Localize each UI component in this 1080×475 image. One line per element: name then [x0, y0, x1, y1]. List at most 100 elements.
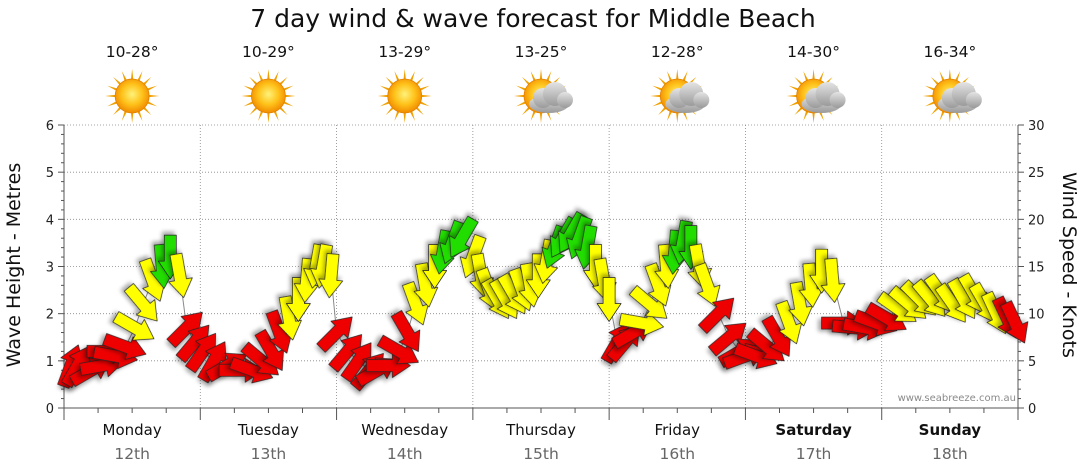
temperature-label: 14-30°: [787, 43, 840, 61]
sun-ray: [652, 85, 664, 92]
day-date-label: 16th: [659, 445, 695, 463]
sun-ray: [258, 110, 264, 121]
cloud-part: [829, 92, 846, 108]
sun-ray: [786, 94, 798, 98]
sun-ray: [379, 100, 391, 107]
sun-ray: [682, 71, 688, 82]
sun-ray: [130, 69, 134, 81]
sun-ray: [415, 106, 424, 116]
cloud-part: [693, 92, 710, 108]
wind-arrow: [413, 262, 439, 308]
sun-ray: [249, 76, 259, 86]
wind-arrow: [112, 311, 155, 341]
sun-ray: [146, 100, 158, 107]
wind-arrow: [316, 316, 353, 353]
sun-ray: [530, 71, 537, 82]
sun-ray: [924, 85, 936, 92]
sun-ray: [403, 69, 406, 81]
partly-cloudy-icon: [650, 69, 710, 123]
sun-ray: [130, 111, 134, 123]
temperature-label: 10-28°: [106, 43, 159, 61]
sun-ray: [148, 94, 160, 98]
sun-ray: [420, 94, 432, 98]
sun-ray: [377, 94, 389, 98]
day-date-label: 15th: [523, 445, 559, 463]
sun-ray: [924, 100, 936, 107]
sun-ray: [794, 76, 804, 86]
temperature-label: 12-28°: [651, 43, 704, 61]
wind-arrow: [390, 310, 421, 352]
partly-cloudy-icon: [786, 69, 846, 123]
day-name-label: Saturday: [775, 421, 852, 439]
sun-ray: [418, 85, 430, 92]
cloud-icon: [529, 82, 573, 113]
sun-ray: [137, 110, 143, 121]
sun-ray: [113, 106, 122, 116]
sun-ray: [267, 69, 270, 81]
left-tick-label: 1: [46, 355, 54, 370]
sun-ray: [521, 76, 531, 86]
day-labels: Monday 12th Tuesday 13th Wednesday 14th Thursd…: [103, 421, 982, 463]
left-tick-label: 6: [46, 119, 54, 134]
sun-ray: [121, 71, 128, 82]
cloud-part: [557, 92, 573, 108]
sun-ray: [788, 100, 800, 107]
wind-arrow: [698, 297, 735, 334]
sun-ray: [142, 106, 152, 116]
sun-disc: [114, 78, 150, 114]
sun-ray: [939, 71, 945, 82]
temperature-label: 16-34°: [923, 43, 976, 61]
wind-arrow: [596, 277, 622, 322]
right-tick-label: 20: [1028, 213, 1045, 228]
temperature-label: 13-29°: [378, 43, 431, 61]
sun-ray: [385, 76, 395, 86]
weather-row: 10-28° 10-29° 13-29° 13-25° 12-28° 14-30° 16-3…: [105, 43, 982, 123]
sun-ray: [794, 106, 804, 116]
sun-ray: [278, 76, 288, 86]
sun-ray: [666, 71, 673, 82]
axes: 0 1 2 3 4 5 6 0 5 10 15 20 25 30: [46, 119, 1045, 420]
sun-disc: [387, 78, 423, 114]
sun-ray: [385, 106, 395, 116]
sun-ray: [137, 71, 143, 82]
sunny-icon: [105, 69, 160, 123]
wind-arrow: [277, 295, 302, 341]
sun-ray: [418, 100, 430, 107]
sun-ray: [652, 100, 664, 107]
wind-arrow: [820, 257, 846, 303]
left-tick-label: 5: [46, 166, 54, 181]
sun-ray: [249, 106, 259, 116]
left-tick-label: 4: [46, 213, 54, 228]
sun-ray: [284, 94, 296, 98]
left-tick-label: 3: [46, 261, 54, 276]
day-name-label: Friday: [655, 421, 701, 439]
sun-disc: [251, 78, 286, 114]
day-date-label: 14th: [387, 445, 423, 463]
sun-ray: [545, 71, 552, 82]
sun-ray: [142, 76, 152, 86]
day-date-label: 18th: [932, 445, 968, 463]
left-tick-label: 0: [46, 402, 54, 417]
wind-arrow: [123, 283, 158, 322]
sun-ray: [243, 100, 255, 107]
day-name-label: Wednesday: [361, 421, 448, 439]
day-name-label: Tuesday: [237, 421, 299, 439]
sun-ray: [282, 85, 294, 92]
sun-ray: [539, 111, 543, 123]
sun-ray: [394, 110, 400, 121]
day-name-label: Sunday: [919, 421, 982, 439]
sun-ray: [241, 94, 253, 98]
sun-ray: [243, 85, 255, 92]
day-date-label: 17th: [796, 445, 832, 463]
sun-ray: [403, 111, 406, 123]
sun-ray: [818, 71, 824, 82]
right-tick-label: 5: [1028, 355, 1036, 370]
wind-arrow: [318, 253, 344, 299]
sun-ray: [278, 106, 288, 116]
sun-ray: [954, 71, 961, 82]
wind-arrow: [168, 252, 193, 298]
partly-cloudy-icon: [922, 69, 982, 123]
wind-arrow: [693, 262, 721, 307]
wind-wave-series: [57, 211, 1029, 392]
